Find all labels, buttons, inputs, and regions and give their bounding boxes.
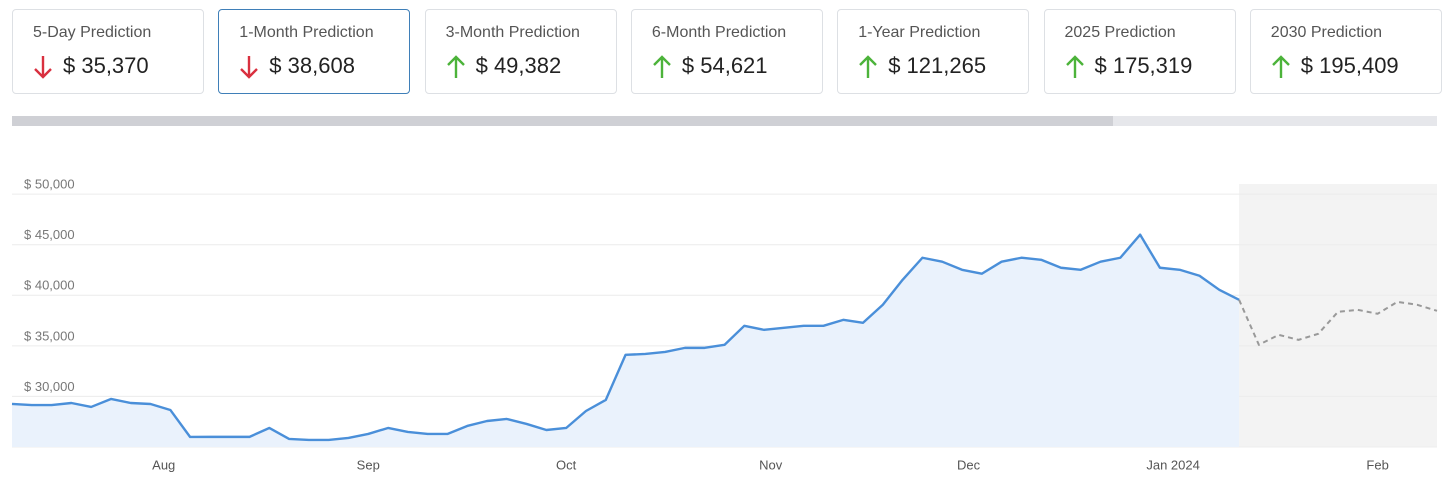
card-title: 1-Month Prediction — [239, 24, 374, 41]
price-line — [11, 233, 1240, 442]
y-tick-label: $ 30,000 — [24, 379, 75, 394]
card-value: $ 38,608 — [269, 53, 355, 78]
arrow-down — [240, 56, 259, 79]
arrow-up — [1065, 55, 1084, 78]
prediction-card[interactable]: 3-Month Prediction $ 49,382 — [424, 9, 617, 94]
prediction-card[interactable]: 2030 Prediction $ 195,409 — [1249, 9, 1442, 94]
scrollbar[interactable] — [12, 116, 1437, 126]
card-value: $ 175,319 — [1094, 53, 1193, 78]
arrow-up — [653, 55, 671, 78]
prediction-card[interactable]: 1-Month Prediction $ 38,608 — [218, 9, 411, 94]
arrow-up — [446, 55, 465, 78]
arrow-up — [859, 55, 878, 78]
card-title: 5-Day Prediction — [33, 24, 152, 41]
card-value: $ 121,265 — [888, 53, 987, 78]
prediction-card[interactable]: 6-Month Prediction $ 54,621 — [630, 9, 823, 94]
card-title: 3-Month Prediction — [445, 24, 580, 41]
forecast-region — [1239, 184, 1437, 447]
area — [12, 234, 1240, 447]
forecast-line — [1238, 299, 1438, 346]
arrow-up — [1271, 55, 1290, 78]
scroll-thumb[interactable] — [12, 116, 1113, 126]
y-tick-label: $ 40,000 — [24, 278, 75, 293]
x-tick-label: Oct — [556, 457, 577, 472]
prediction-card[interactable]: 2025 Prediction $ 175,319 — [1043, 9, 1236, 94]
card-value: $ 35,370 — [63, 53, 149, 78]
x-tick-label: Sep — [357, 457, 380, 472]
card-title: 1-Year Prediction — [858, 24, 981, 41]
arrow-down — [34, 56, 52, 79]
card-value: $ 54,621 — [681, 53, 768, 78]
card-title: 6-Month Prediction — [651, 24, 787, 41]
card-title: 2025 Prediction — [1064, 24, 1176, 41]
card-value: $ 195,409 — [1300, 53, 1399, 78]
y-tick-label: $ 35,000 — [24, 328, 75, 343]
y-tick-label: $ 45,000 — [24, 227, 75, 242]
prediction-card[interactable]: 1-Year Prediction $ 121,265 — [837, 9, 1030, 94]
prediction-cards: 5-Day Prediction $ 35,370 1-Month Predicti… — [0, 0, 1447, 100]
y-tick-label: $ 50,000 — [24, 177, 75, 192]
x-tick-label: Feb — [1366, 457, 1388, 472]
x-tick-label: Jan 2024 — [1146, 457, 1200, 472]
x-tick-label: Aug — [152, 457, 175, 472]
card-title: 2030 Prediction — [1270, 24, 1382, 41]
prediction-card[interactable]: 5-Day Prediction $ 35,370 — [12, 9, 204, 94]
card-value: $ 49,382 — [475, 53, 562, 78]
x-tick-label: Dec — [957, 457, 981, 472]
x-tick-label: Nov — [759, 457, 783, 472]
